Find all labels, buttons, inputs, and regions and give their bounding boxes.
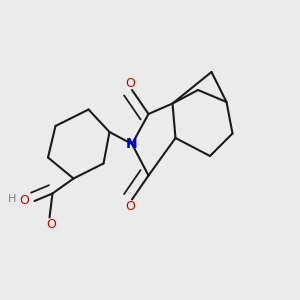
Text: O: O	[126, 77, 135, 90]
Text: H: H	[8, 194, 16, 205]
Text: O: O	[46, 218, 56, 232]
Text: N: N	[126, 137, 138, 151]
Text: O: O	[126, 200, 135, 213]
Text: O: O	[19, 194, 29, 208]
